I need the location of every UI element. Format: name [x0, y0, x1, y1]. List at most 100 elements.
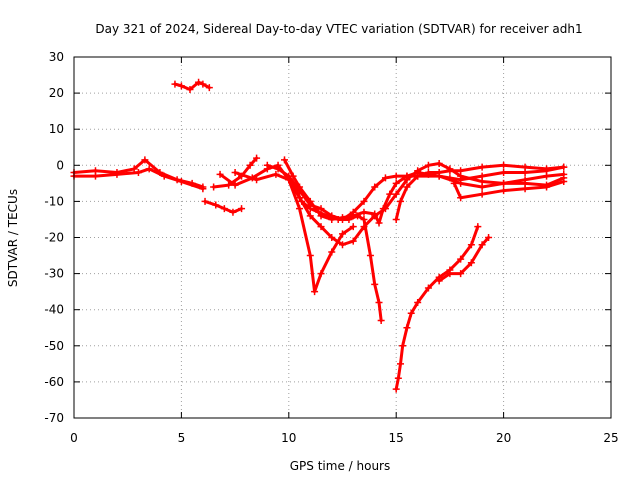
x-tick-label: 25 — [603, 431, 618, 445]
data-point — [375, 219, 383, 227]
y-tick-label: 10 — [49, 122, 64, 136]
data-point — [394, 374, 402, 382]
data-point — [216, 170, 224, 178]
series-track-12 — [392, 170, 568, 223]
data-point — [349, 223, 357, 231]
data-point — [306, 197, 314, 205]
data-point — [424, 284, 432, 292]
series-layer — [70, 78, 568, 393]
data-point — [177, 178, 185, 186]
data-point — [521, 169, 529, 177]
y-tick-label: -70 — [44, 411, 64, 425]
data-point — [500, 169, 508, 177]
data-point — [317, 223, 325, 231]
data-point — [379, 205, 387, 213]
data-point — [306, 252, 314, 260]
data-point — [457, 167, 465, 175]
data-point — [349, 237, 357, 245]
y-tick-label: -10 — [44, 194, 64, 208]
series-track-4 — [201, 197, 246, 216]
data-point — [171, 80, 179, 88]
data-point — [371, 183, 379, 191]
data-point — [339, 230, 346, 238]
data-point — [457, 194, 465, 202]
data-point — [446, 270, 454, 278]
data-point — [560, 178, 568, 186]
x-axis: 0 5 10 15 20 25 — [70, 57, 619, 445]
x-axis-label: GPS time / hours — [290, 459, 391, 473]
chart-title: Day 321 of 2024, Sidereal Day-to-day VTE… — [95, 22, 582, 36]
data-point — [212, 201, 220, 209]
grid — [74, 57, 611, 418]
data-point — [306, 212, 314, 220]
data-point — [371, 210, 379, 218]
x-tick-label: 10 — [281, 431, 296, 445]
series-track-3 — [171, 78, 213, 93]
data-point — [450, 179, 458, 187]
data-point — [253, 176, 261, 184]
data-point — [396, 360, 404, 368]
data-point — [296, 183, 304, 191]
data-point — [298, 197, 306, 205]
data-point — [328, 248, 336, 256]
data-point — [478, 183, 486, 191]
data-point — [457, 255, 465, 263]
data-point — [199, 80, 207, 88]
y-tick-label: -50 — [44, 339, 64, 353]
data-point — [339, 241, 346, 249]
series-track-13 — [435, 234, 493, 285]
data-point — [435, 172, 443, 180]
data-point — [328, 234, 336, 241]
series-track-11 — [392, 223, 482, 393]
data-point — [392, 215, 400, 223]
data-point — [225, 181, 233, 189]
series-line — [437, 236, 491, 283]
data-point — [414, 172, 422, 180]
data-point — [323, 212, 331, 220]
data-point — [360, 215, 368, 223]
data-point — [231, 181, 239, 189]
x-tick-label: 15 — [389, 431, 404, 445]
data-point — [366, 252, 374, 260]
y-tick-label: 30 — [49, 50, 64, 64]
data-point — [145, 165, 153, 173]
data-point — [205, 84, 213, 92]
data-point — [399, 342, 407, 350]
data-point — [478, 190, 486, 198]
data-point — [403, 172, 411, 180]
data-point — [231, 169, 239, 177]
data-point — [360, 197, 368, 205]
data-point — [195, 78, 203, 86]
data-point — [238, 205, 246, 213]
data-point — [500, 161, 508, 169]
x-tick-label: 20 — [496, 431, 511, 445]
data-point — [521, 176, 529, 184]
series-line — [72, 167, 205, 191]
data-point — [403, 324, 411, 332]
data-point — [446, 167, 454, 175]
data-point — [160, 172, 168, 180]
data-point — [392, 172, 400, 180]
data-point — [543, 183, 551, 191]
data-point — [467, 241, 475, 249]
data-point — [345, 215, 353, 223]
data-point — [500, 179, 508, 187]
data-point — [474, 223, 482, 231]
data-point — [521, 185, 529, 193]
data-point — [281, 156, 289, 164]
data-point — [201, 197, 209, 205]
data-point — [296, 205, 304, 213]
y-tick-label: -60 — [44, 375, 64, 389]
data-point — [306, 205, 314, 213]
data-point — [334, 215, 342, 223]
data-point — [229, 208, 237, 216]
data-point — [467, 259, 475, 267]
data-point — [311, 288, 319, 296]
data-point — [186, 85, 194, 93]
data-point — [403, 183, 411, 191]
series-track-14 — [450, 178, 568, 202]
data-point — [141, 156, 149, 164]
x-tick-label: 5 — [178, 431, 186, 445]
data-point — [274, 165, 282, 173]
data-point — [424, 161, 432, 169]
